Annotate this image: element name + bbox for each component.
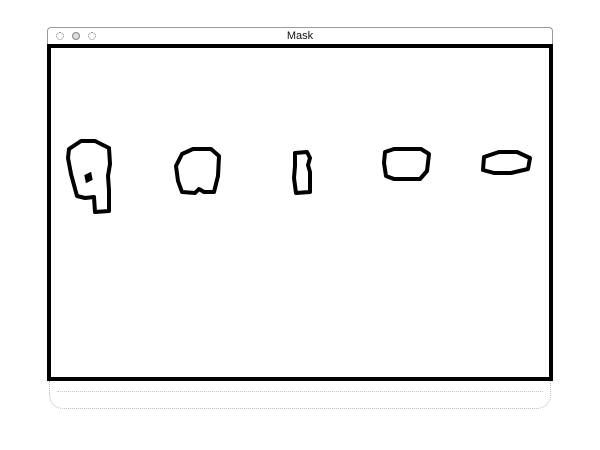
mask-image <box>66 139 532 214</box>
zoom-icon[interactable] <box>88 32 96 40</box>
mask-contour <box>481 150 532 175</box>
window-shadow-inner <box>57 385 543 392</box>
minimize-icon[interactable] <box>72 32 80 40</box>
window-title: Mask <box>286 30 314 42</box>
mask-contour <box>66 139 112 214</box>
window-shadow <box>49 381 551 409</box>
window-titlebar[interactable]: Mask <box>47 27 553 44</box>
mask-canvas[interactable] <box>47 44 553 381</box>
mask-contour <box>382 147 431 181</box>
mask-contour-hole <box>84 171 93 184</box>
mask-contour <box>174 147 221 195</box>
mask-contour <box>292 150 312 195</box>
close-icon[interactable] <box>56 32 64 40</box>
mask-window: Mask <box>47 27 553 411</box>
